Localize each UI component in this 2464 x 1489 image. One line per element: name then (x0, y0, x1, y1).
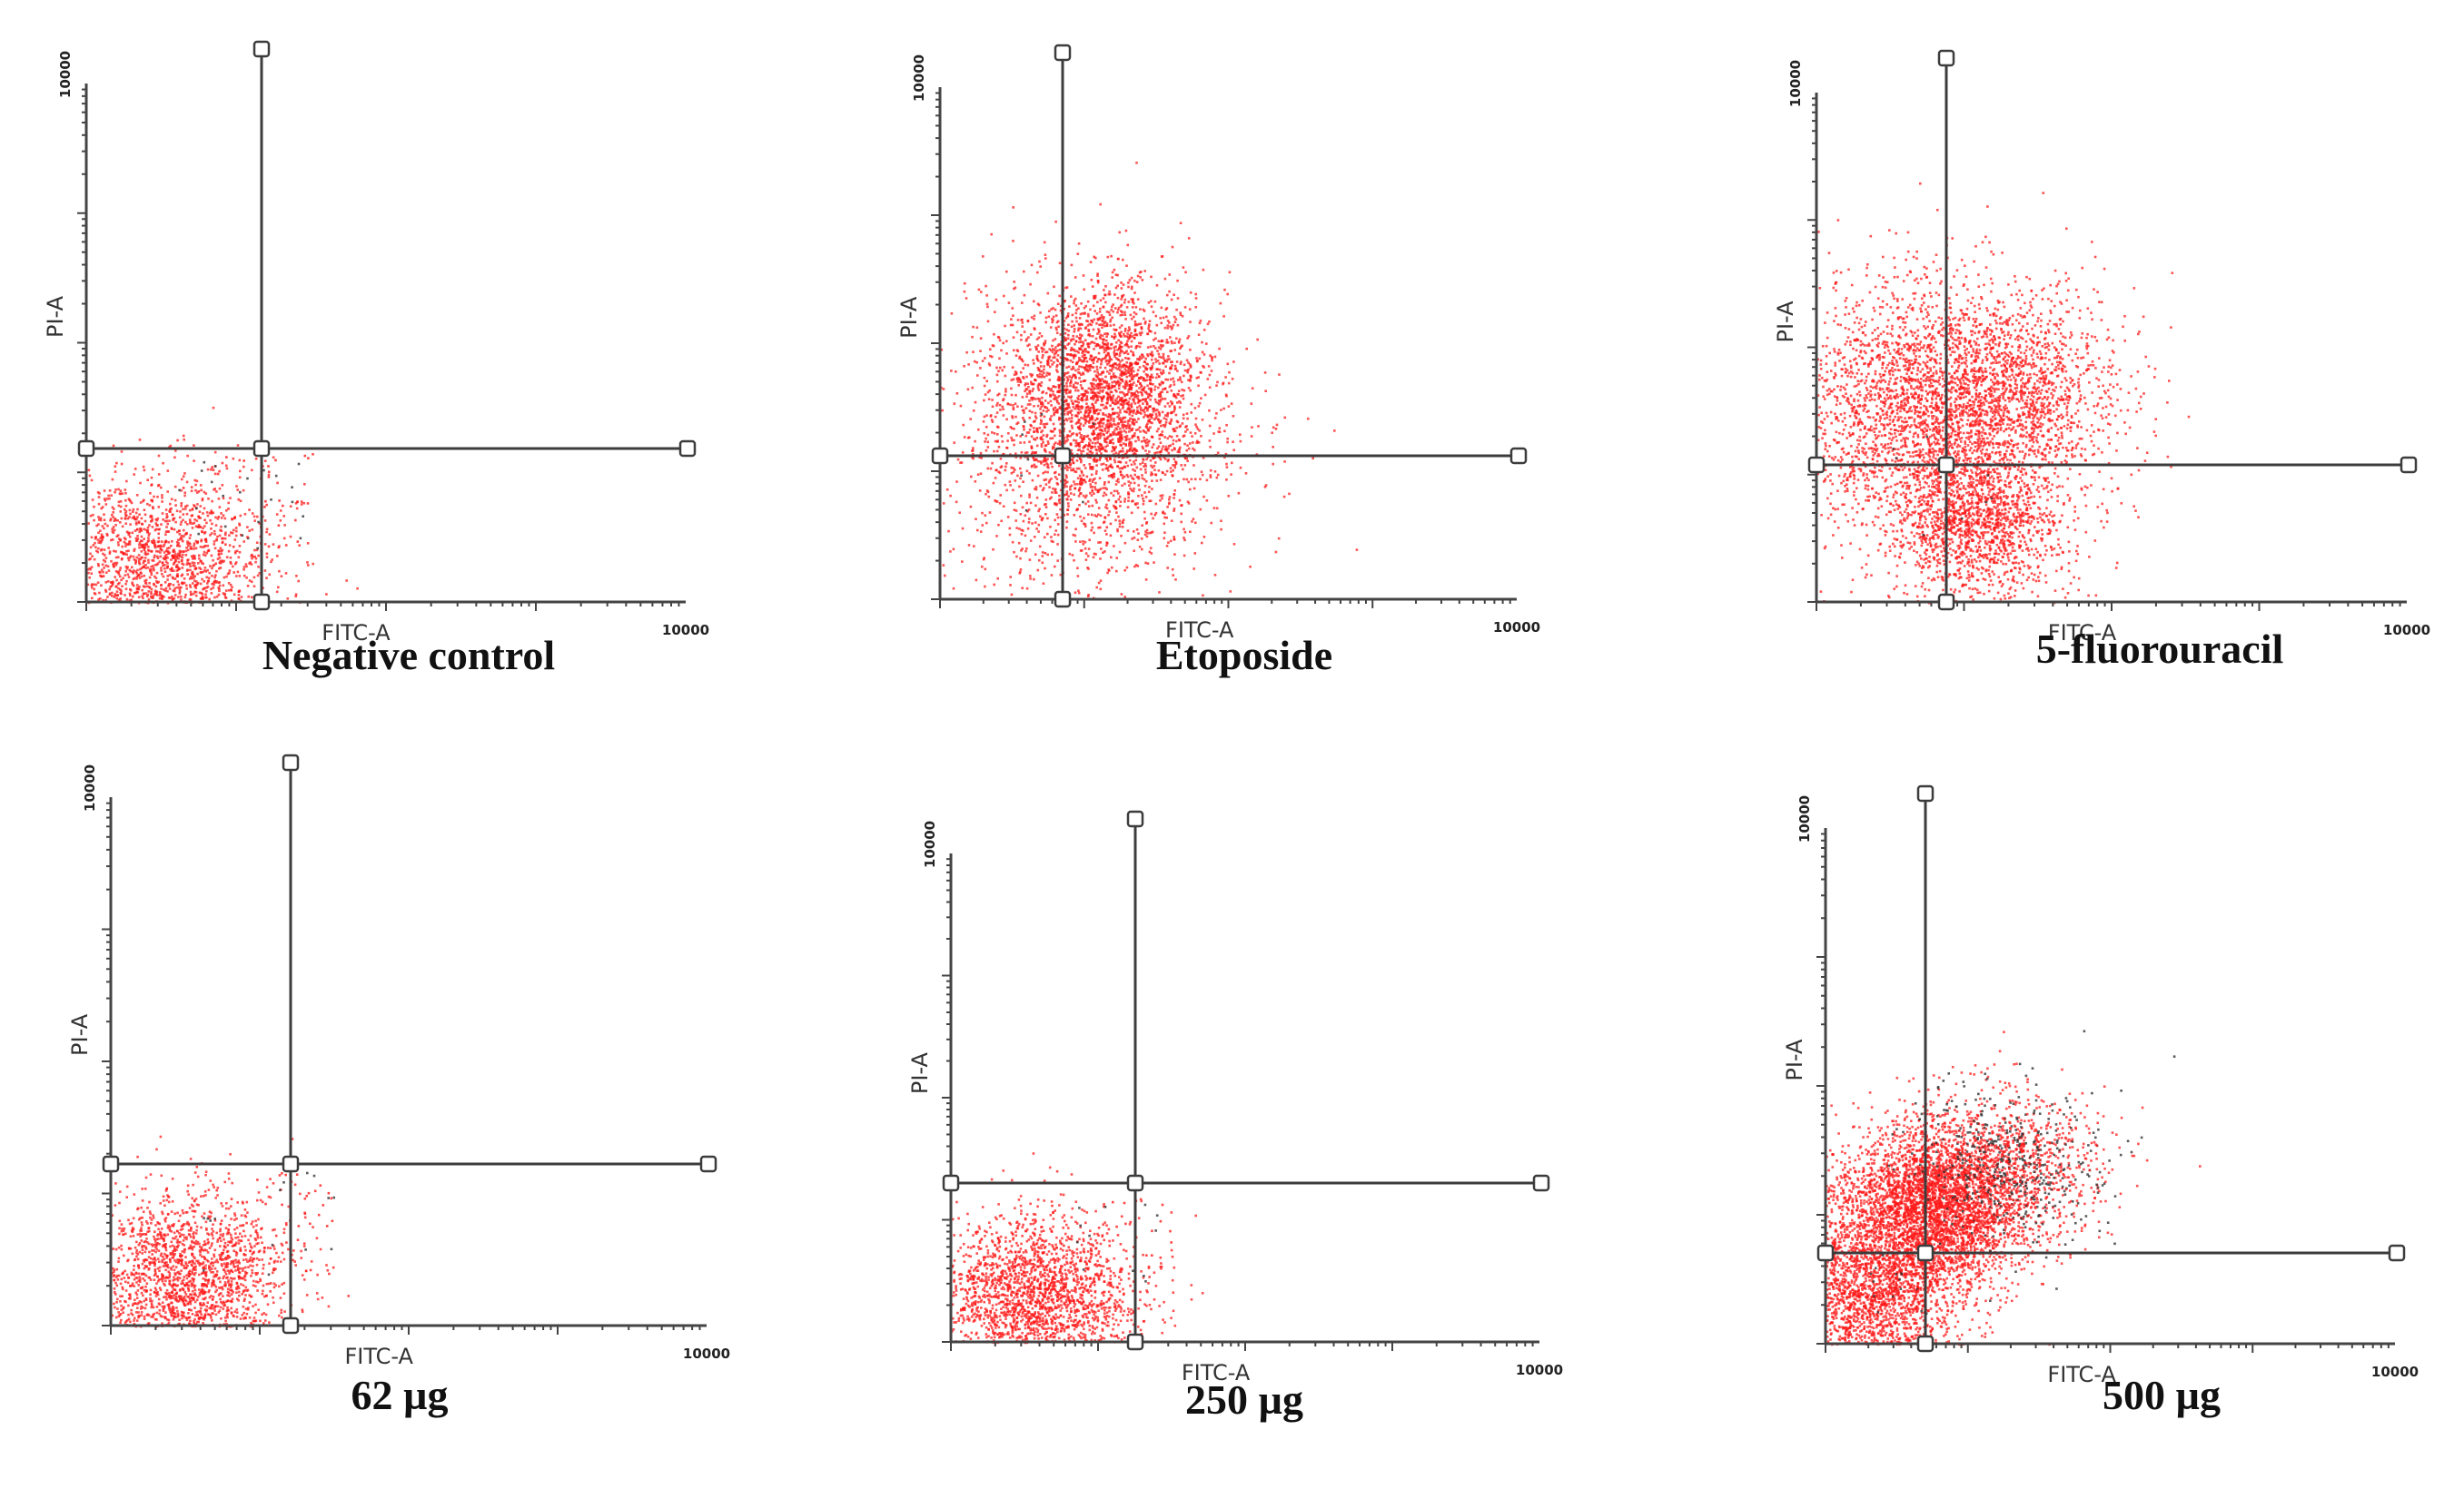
x-axis-max-tick: 10000 (1493, 619, 1540, 636)
event-dots (1826, 1030, 2202, 1346)
gate-handle[interactable] (252, 593, 271, 611)
scatter-panel-5-fluorouracil: FITC-A PI-A 10000 10000 (1762, 47, 2461, 666)
gate-handle[interactable] (252, 40, 271, 58)
gate-handle[interactable] (282, 1316, 300, 1335)
y-axis-max-tick: 10000 (1787, 60, 1804, 107)
gate-handle[interactable] (699, 1155, 717, 1173)
y-axis-max-tick: 10000 (911, 54, 927, 102)
gate-handle[interactable] (942, 1174, 960, 1192)
gate-handle[interactable] (678, 439, 697, 458)
scatter-plot-svg: FITC-A PI-A 10000 10000 (896, 44, 1540, 643)
gate-handle[interactable] (1916, 784, 1935, 803)
x-axis-label: FITC-A (1182, 1360, 1251, 1385)
event-dots (86, 406, 359, 605)
gate-handle[interactable] (77, 439, 95, 458)
scatter-plot-svg: FITC-A PI-A 10000 10000 (907, 810, 1563, 1385)
quadrant-gate[interactable] (931, 44, 1528, 608)
gate-handle[interactable] (1916, 1244, 1935, 1262)
scatter-panel-500ug: FITC-A PI-A 10000 10000 (1771, 783, 2449, 1407)
scatter-plot-svg: FITC-A PI-A 10000 10000 (67, 754, 730, 1369)
caption-5-fluorouracil: 5-fluorouracil (2036, 625, 2284, 673)
axes (931, 87, 1517, 608)
caption-250ug: 250 µg (1185, 1376, 1303, 1424)
x-axis-label: FITC-A (1165, 617, 1234, 643)
y-axis-max-tick: 10000 (57, 51, 74, 98)
axes (102, 797, 707, 1335)
y-axis-max-tick: 10000 (922, 821, 938, 868)
y-axis-label: PI-A (67, 1013, 93, 1056)
event-dots (1816, 182, 2191, 605)
gate-handle[interactable] (1509, 447, 1528, 465)
gate-handle[interactable] (931, 447, 949, 465)
gate-handle[interactable] (252, 439, 271, 458)
quadrant-gate[interactable] (1816, 784, 2406, 1353)
x-axis-label: FITC-A (2047, 1362, 2116, 1387)
x-axis-label: FITC-A (322, 620, 391, 646)
quadrant-gate[interactable] (102, 754, 717, 1335)
gate-handle[interactable] (1937, 49, 1955, 67)
caption-62ug: 62 µg (351, 1371, 448, 1419)
gate-handle[interactable] (1937, 593, 1955, 611)
gate-handle[interactable] (282, 1155, 300, 1173)
y-axis-max-tick: 10000 (82, 764, 98, 812)
x-axis-label: FITC-A (344, 1344, 413, 1369)
gate-handle[interactable] (1532, 1174, 1550, 1192)
quadrant-gate[interactable] (942, 810, 1550, 1351)
y-axis-max-tick: 10000 (1796, 795, 1813, 843)
gate-handle[interactable] (1054, 590, 1072, 608)
y-axis-label: PI-A (43, 295, 68, 338)
y-axis-label: PI-A (1773, 301, 1798, 343)
scatter-panel-etoposide: FITC-A PI-A 10000 10000 (886, 42, 1571, 663)
quadrant-gate[interactable] (77, 40, 697, 611)
x-axis-max-tick: 10000 (2371, 1364, 2419, 1380)
axes (942, 853, 1539, 1351)
scatter-panel-negative-control: FITC-A PI-A 10000 10000 (32, 38, 740, 666)
scatter-plot-svg: FITC-A PI-A 10000 10000 (1773, 49, 2430, 646)
gate-handle[interactable] (2388, 1244, 2406, 1262)
gate-handle[interactable] (1126, 1333, 1144, 1351)
x-axis-max-tick: 10000 (662, 622, 709, 638)
scatter-plot-svg: FITC-A PI-A 10000 10000 (1782, 784, 2419, 1387)
gate-handle[interactable] (282, 754, 300, 772)
y-axis-label: PI-A (896, 296, 922, 339)
event-dots (111, 1135, 350, 1328)
gate-handle[interactable] (1807, 456, 1826, 474)
axes (1816, 828, 2395, 1353)
scatter-panel-62ug: FITC-A PI-A 10000 10000 (56, 752, 761, 1389)
x-axis-label: FITC-A (2048, 620, 2117, 646)
gate-handle[interactable] (1937, 456, 1955, 474)
quadrant-gate[interactable] (1807, 49, 2418, 611)
event-dots (951, 1152, 1204, 1345)
x-axis-max-tick: 10000 (2383, 622, 2430, 638)
y-axis-label: PI-A (1782, 1039, 1807, 1081)
gate-handle[interactable] (1816, 1244, 1835, 1262)
gate-handle[interactable] (1054, 447, 1072, 465)
gate-handle[interactable] (1126, 810, 1144, 828)
gate-handle[interactable] (2400, 456, 2418, 474)
x-axis-max-tick: 10000 (683, 1346, 730, 1362)
axes (77, 84, 686, 611)
scatter-plot-svg: FITC-A PI-A 10000 10000 (43, 40, 709, 646)
caption-negative-control: Negative control (262, 631, 555, 679)
gate-handle[interactable] (102, 1155, 120, 1173)
caption-etoposide: Etoposide (1156, 631, 1332, 679)
scatter-panel-250ug: FITC-A PI-A 10000 10000 (896, 808, 1594, 1405)
event-dots (940, 162, 1359, 601)
x-axis-max-tick: 10000 (1516, 1362, 1563, 1378)
caption-500ug: 500 µg (2103, 1371, 2221, 1419)
axes (1807, 93, 2407, 611)
gate-handle[interactable] (1916, 1335, 1935, 1353)
gate-handle[interactable] (1126, 1174, 1144, 1192)
gate-handle[interactable] (1054, 44, 1072, 62)
y-axis-label: PI-A (907, 1051, 933, 1094)
